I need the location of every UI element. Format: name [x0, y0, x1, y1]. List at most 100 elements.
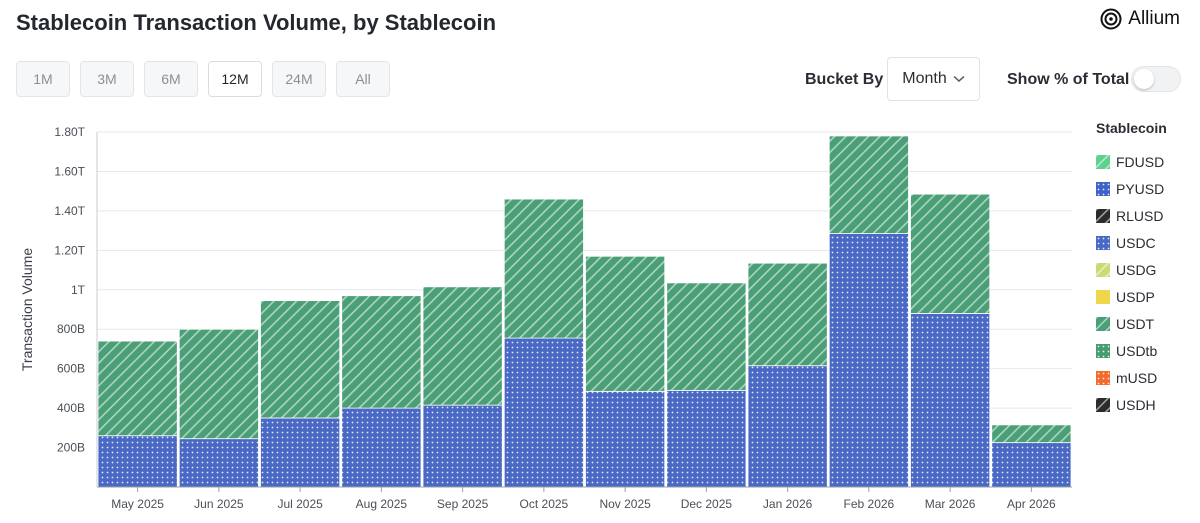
legend-swatch	[1096, 181, 1110, 196]
legend-swatch	[1096, 154, 1110, 169]
y-tick-label: 1T	[71, 283, 86, 297]
bar-usdt-feb-2026[interactable]	[828, 135, 909, 234]
y-tick-label: 1.60T	[54, 164, 85, 178]
x-tick-label: Aug 2025	[356, 497, 408, 511]
legend-swatch	[1096, 262, 1110, 277]
legend-label: FDUSD	[1116, 153, 1165, 170]
legend-swatch	[1096, 343, 1110, 358]
bar-usdc-dec-2025[interactable]	[666, 389, 747, 488]
bar-usdt-dec-2025[interactable]	[666, 282, 747, 391]
time-range-tabs: 1M 3M 6M 12M 24M All	[16, 61, 390, 97]
tab-3m[interactable]: 3M	[80, 61, 134, 97]
bar-usdt-jul-2025[interactable]	[260, 300, 341, 419]
bar-usdc-jun-2025[interactable]	[178, 438, 259, 488]
y-axis-label: Transaction Volume	[19, 248, 35, 371]
x-tick-label: Apr 2026	[1007, 497, 1056, 511]
show-pct-toggle[interactable]	[1131, 66, 1181, 92]
legend-label: USDtb	[1116, 342, 1158, 359]
legend-label: USDP	[1116, 288, 1155, 305]
tab-label: 1M	[33, 71, 53, 87]
bar-usdt-nov-2025[interactable]	[585, 255, 666, 392]
y-tick-label: 1.40T	[54, 204, 85, 218]
tab-1m[interactable]: 1M	[16, 61, 70, 97]
bar-usdt-sep-2025[interactable]	[422, 286, 503, 406]
bucket-by-label: Bucket By	[805, 71, 884, 88]
y-tick-label: 800B	[57, 322, 85, 336]
x-tick-label: Mar 2026	[925, 497, 976, 511]
bar-usdc-feb-2026[interactable]	[828, 233, 909, 488]
legend-swatch	[1096, 289, 1110, 304]
y-tick-label: 400B	[57, 401, 85, 415]
y-tick-label: 600B	[57, 362, 85, 376]
x-tick-label: Jan 2026	[763, 497, 813, 511]
bar-usdc-jul-2025[interactable]	[260, 417, 341, 488]
x-tick-label: Oct 2025	[520, 497, 569, 511]
legend-label: mUSD	[1116, 369, 1158, 386]
tab-6m[interactable]: 6M	[144, 61, 198, 97]
legend-item-pyusd[interactable]: PYUSD	[1096, 175, 1167, 202]
bar-usdc-mar-2026[interactable]	[910, 313, 991, 488]
bucket-by-select[interactable]: Month	[887, 57, 980, 101]
x-tick-label: Sep 2025	[437, 497, 489, 511]
legend-swatch	[1096, 235, 1110, 250]
bar-usdc-apr-2026[interactable]	[991, 442, 1072, 488]
bar-usdc-jan-2026[interactable]	[747, 365, 828, 488]
tab-12m[interactable]: 12M	[208, 61, 262, 97]
y-tick-label: 200B	[57, 441, 85, 455]
legend-title: Stablecoin	[1096, 120, 1167, 136]
chevron-down-icon	[953, 75, 965, 83]
page-title: Stablecoin Transaction Volume, by Stable…	[16, 10, 497, 35]
x-tick-label: Feb 2026	[844, 497, 895, 511]
x-tick-label: Jul 2025	[277, 497, 323, 511]
bar-usdt-mar-2026[interactable]	[910, 193, 991, 314]
legend-swatch	[1096, 370, 1110, 385]
tab-24m[interactable]: 24M	[272, 61, 326, 97]
legend-item-usdh[interactable]: USDH	[1096, 391, 1167, 418]
tab-label: All	[355, 71, 371, 87]
legend-item-usdg[interactable]: USDG	[1096, 256, 1167, 283]
bucket-by-value: Month	[902, 70, 947, 87]
bar-usdt-may-2025[interactable]	[97, 340, 178, 437]
bar-usdc-oct-2025[interactable]	[503, 337, 584, 488]
stacked-bar-chart: 200B 400B 600B 800B 1T 1.20T 1.40T 1.60T 1.80T Tr…	[19, 125, 1072, 511]
legend-swatch	[1096, 397, 1110, 412]
chart-legend: Stablecoin FDUSD PYUSD RLUSD USDC USDG USDP US…	[1096, 120, 1167, 418]
allium-logo-icon	[1100, 8, 1122, 30]
tab-label: 24M	[285, 71, 313, 87]
bar-usdc-aug-2025[interactable]	[341, 407, 422, 488]
legend-item-rlusd[interactable]: RLUSD	[1096, 202, 1167, 229]
legend-item-usdc[interactable]: USDC	[1096, 229, 1167, 256]
legend-label: PYUSD	[1116, 180, 1165, 197]
brand-name: Allium	[1128, 8, 1180, 29]
bar-usdt-jun-2025[interactable]	[178, 328, 259, 440]
x-tick-label: Dec 2025	[681, 497, 733, 511]
legend-label: USDT	[1116, 315, 1155, 332]
legend-item-usdp[interactable]: USDP	[1096, 283, 1167, 310]
bar-usdc-nov-2025[interactable]	[585, 390, 666, 488]
legend-label: USDC	[1116, 234, 1156, 251]
tab-label: 3M	[97, 71, 117, 87]
legend-label: RLUSD	[1116, 207, 1164, 224]
brand-logo: Allium	[1100, 8, 1180, 30]
legend-label: USDH	[1116, 396, 1156, 413]
x-tick-label: May 2025	[111, 497, 164, 511]
bar-usdt-apr-2026[interactable]	[991, 424, 1072, 444]
x-tick-label: Nov 2025	[599, 497, 651, 511]
bar-usdc-may-2025[interactable]	[97, 435, 178, 488]
legend-label: USDG	[1116, 261, 1157, 278]
legend-item-fdusd[interactable]: FDUSD	[1096, 148, 1167, 175]
legend-swatch	[1096, 316, 1110, 331]
legend-item-musd[interactable]: mUSD	[1096, 364, 1167, 391]
tab-label: 6M	[161, 71, 181, 87]
legend-item-usdtb[interactable]: USDtb	[1096, 337, 1167, 364]
tab-all[interactable]: All	[336, 61, 390, 97]
legend-item-usdt[interactable]: USDT	[1096, 310, 1167, 337]
legend-swatch	[1096, 208, 1110, 223]
show-pct-label: Show % of Total	[1007, 71, 1130, 88]
x-tick-label: Jun 2025	[194, 497, 244, 511]
tab-label: 12M	[221, 71, 249, 87]
bar-usdt-aug-2025[interactable]	[341, 295, 422, 409]
bar-usdt-oct-2025[interactable]	[503, 198, 584, 339]
bar-usdc-sep-2025[interactable]	[422, 404, 503, 488]
bar-usdt-jan-2026[interactable]	[747, 262, 828, 367]
